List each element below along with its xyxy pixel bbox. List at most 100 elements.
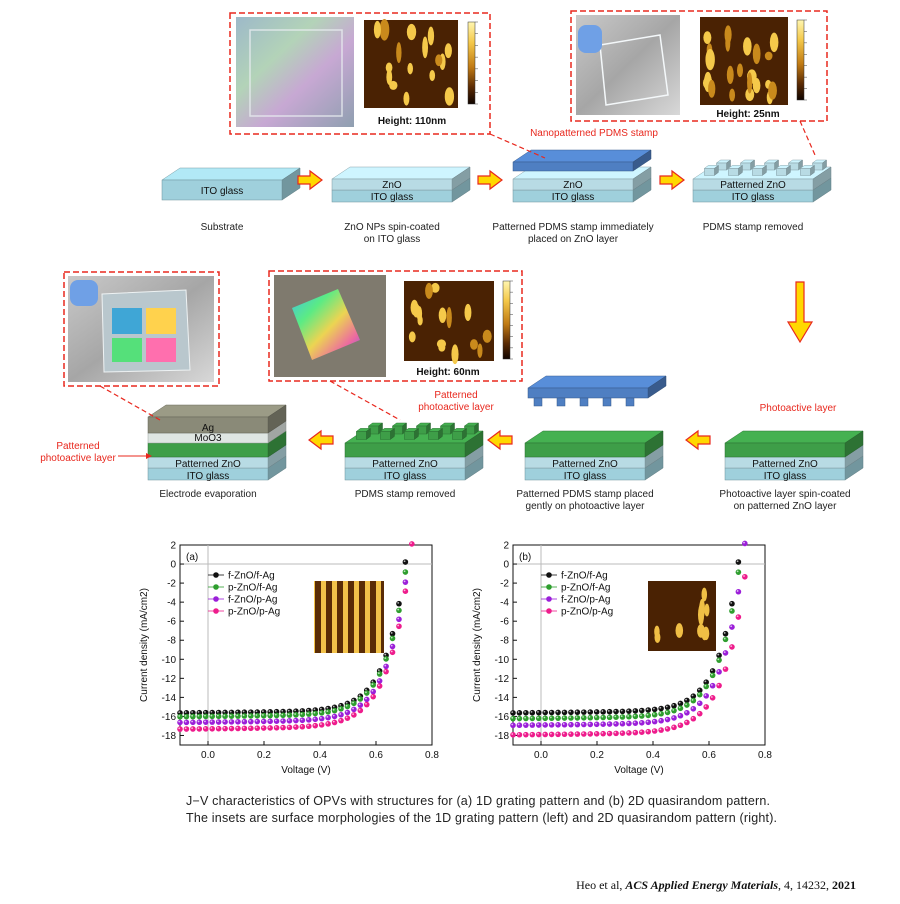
data-point-p-ZnO/p-Ag (267, 725, 273, 731)
data-point-highlight (197, 714, 200, 717)
y-tick-label: -2 (500, 579, 509, 590)
data-point-p-ZnO/p-Ag (241, 725, 248, 732)
data-point-f-ZnO/p-Ag (389, 643, 396, 650)
top-step-1 (161, 167, 301, 201)
stack-layer-label: Patterned ZnO (175, 459, 241, 470)
data-point-highlight (743, 541, 745, 544)
data-point-f-ZnO/p-Ag (542, 722, 548, 728)
afm-feature (412, 303, 420, 318)
data-point-p-ZnO/p-Ag (523, 731, 529, 738)
data-point-p-ZnO/f-Ag (235, 713, 241, 719)
data-point-f-ZnO/f-Ag (581, 709, 587, 715)
data-point-highlight (229, 720, 232, 722)
data-point-p-ZnO/f-Ag (548, 715, 555, 722)
afm-feature (701, 587, 708, 602)
data-point-p-ZnO/p-Ag (286, 724, 293, 731)
data-point-f-ZnO/p-Ag (581, 721, 587, 728)
data-point-highlight (575, 722, 578, 725)
data-point-p-ZnO/p-Ag (357, 707, 364, 714)
data-point-highlight (390, 636, 393, 639)
data-point-highlight (620, 715, 623, 718)
y-axis-label: Current density (mA/cm2) (472, 588, 483, 702)
data-point-highlight (300, 725, 303, 727)
data-point-highlight (710, 669, 713, 672)
data-point-highlight (307, 712, 309, 715)
data-point-highlight (575, 732, 578, 735)
data-point-f-ZnO/p-Ag (587, 721, 594, 728)
data-point-p-ZnO/p-Ag (619, 730, 626, 736)
data-point-p-ZnO/p-Ag (690, 715, 697, 722)
data-point-highlight (736, 590, 739, 592)
data-point-p-ZnO/f-Ag (389, 635, 396, 642)
data-point-highlight (730, 645, 733, 648)
data-point-p-ZnO/f-Ag (183, 713, 190, 720)
afm-feature (431, 282, 440, 293)
data-point-f-ZnO/p-Ag (325, 714, 331, 721)
data-point-f-ZnO/p-Ag (351, 706, 357, 713)
data-point-highlight (294, 709, 297, 712)
data-point-highlight (646, 720, 649, 723)
data-point-p-ZnO/p-Ag (709, 695, 716, 701)
step-caption: ZnO NPs spin-coated (344, 222, 440, 233)
data-point-f-ZnO/p-Ag (555, 722, 561, 728)
afm-inset-1d-grating (314, 581, 384, 653)
data-point-p-ZnO/p-Ag (613, 730, 619, 737)
legend-marker (546, 608, 552, 614)
data-point-p-ZnO/p-Ag (696, 710, 703, 717)
data-point-f-ZnO/p-Ag (222, 719, 228, 725)
data-point-p-ZnO/p-Ag (516, 731, 523, 738)
data-point-highlight (633, 730, 636, 733)
y-tick-label: -18 (162, 731, 177, 742)
data-point-highlight (307, 708, 309, 711)
data-point-highlight (300, 709, 303, 711)
inset-connector (489, 133, 546, 159)
data-point-highlight (191, 711, 193, 713)
data-point-f-ZnO/p-Ag (190, 719, 196, 726)
data-point-p-ZnO/f-Ag (260, 712, 267, 719)
data-point-p-ZnO/f-Ag (344, 703, 351, 710)
data-point-f-ZnO/f-Ag (658, 705, 664, 712)
data-point-highlight (274, 719, 277, 722)
data-point-f-ZnO/f-Ag (548, 709, 555, 716)
afm-feature (422, 36, 429, 59)
data-point-p-ZnO/p-Ag (196, 726, 203, 732)
legend-marker (213, 572, 219, 578)
y-tick-label: 0 (503, 560, 509, 571)
data-point-highlight (371, 680, 374, 683)
data-point-f-ZnO/p-Ag (593, 721, 600, 728)
data-point-highlight (268, 713, 271, 716)
afm-feature (747, 72, 753, 94)
data-point-highlight (614, 715, 617, 718)
data-point-highlight (216, 726, 219, 729)
data-point-highlight (595, 732, 597, 734)
data-point-highlight (377, 679, 380, 682)
data-point-highlight (717, 653, 720, 656)
afm-feature (427, 26, 435, 46)
afm-feature (429, 70, 436, 82)
data-point-p-ZnO/f-Ag (267, 712, 273, 719)
data-point-p-ZnO/p-Ag (260, 725, 267, 731)
patterned-photoactive-side-label: photoactive layer (40, 453, 116, 464)
data-point-highlight (216, 714, 219, 717)
process-arrow-down (786, 281, 814, 344)
data-point-highlight (723, 667, 726, 670)
data-point-highlight (313, 708, 316, 711)
y-tick-label: -6 (500, 617, 509, 628)
data-point-f-ZnO/p-Ag (523, 722, 529, 728)
data-point-highlight (345, 701, 348, 704)
data-point-highlight (255, 726, 258, 729)
data-point-highlight (390, 632, 393, 634)
data-point-p-ZnO/f-Ag (574, 715, 581, 721)
stack-layer-label: ITO glass (187, 471, 230, 482)
data-point-highlight (595, 715, 597, 718)
data-point-p-ZnO/f-Ag (645, 712, 652, 719)
legend-entry: p-ZnO/p-Ag (228, 607, 280, 618)
data-point-p-ZnO/p-Ag (684, 719, 690, 726)
data-point-p-ZnO/p-Ag (190, 726, 196, 732)
stamp-label: Nanopatterned PDMS stamp (530, 128, 658, 139)
data-point-p-ZnO/f-Ag (709, 672, 716, 679)
data-point-p-ZnO/p-Ag (376, 683, 383, 689)
data-point-f-ZnO/f-Ag (632, 708, 639, 714)
data-point-p-ZnO/p-Ag (177, 726, 183, 732)
data-point-f-ZnO/p-Ag (254, 718, 261, 725)
